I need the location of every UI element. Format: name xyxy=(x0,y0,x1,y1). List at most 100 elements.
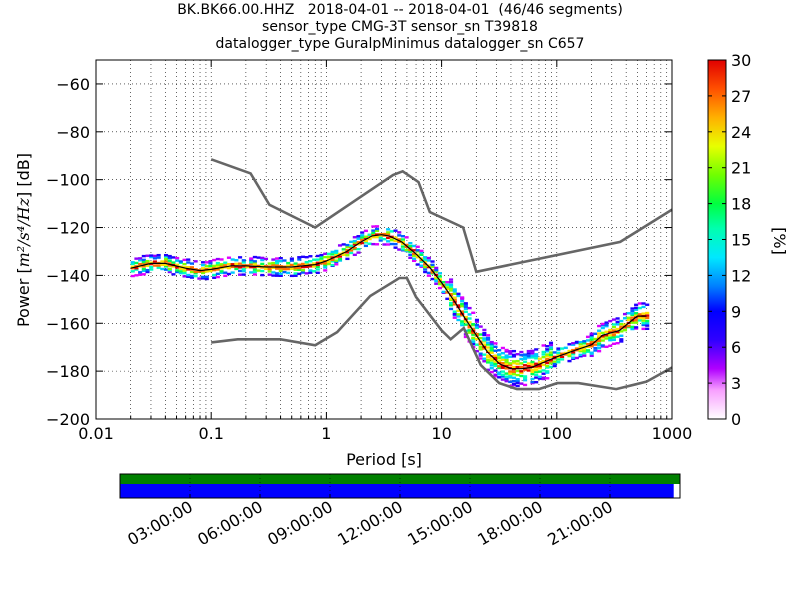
psd-cell xyxy=(326,255,331,258)
x-tick-label: 100 xyxy=(542,424,573,443)
psd-cell xyxy=(293,268,298,272)
psd-cell xyxy=(149,254,154,257)
psd-cell xyxy=(345,254,350,257)
psd-cell xyxy=(426,264,431,267)
psd-cell xyxy=(156,266,161,269)
psd-cell xyxy=(315,265,320,268)
psd-cell xyxy=(486,354,491,357)
psd-cell xyxy=(497,365,502,368)
psd-cell xyxy=(238,269,243,273)
psd-cell xyxy=(267,262,272,265)
psd-cell xyxy=(534,376,539,379)
psd-cell xyxy=(537,375,542,379)
psd-cell xyxy=(404,236,409,239)
psd-cell xyxy=(541,359,546,363)
psd-cell xyxy=(330,263,335,267)
psd-cell xyxy=(515,369,520,373)
psd-cell xyxy=(304,265,309,269)
psd-cell xyxy=(178,267,183,270)
psd-cell xyxy=(293,262,298,265)
psd-cell xyxy=(467,313,472,316)
psd-cell xyxy=(515,378,520,381)
timeline-tick-label: 09:00:00 xyxy=(264,497,336,549)
psd-cell xyxy=(463,323,468,326)
psd-cell xyxy=(130,265,135,268)
psd-cell xyxy=(634,312,639,315)
psd-cell xyxy=(175,259,180,262)
psd-cell xyxy=(423,256,428,259)
psd-cell xyxy=(534,381,539,384)
psd-cell xyxy=(267,267,272,271)
psd-cell xyxy=(482,360,487,363)
psd-cell xyxy=(600,339,605,342)
psd-cell xyxy=(263,257,269,261)
psd-cell xyxy=(449,301,454,305)
timeline-tick-label: 12:00:00 xyxy=(334,497,406,549)
psd-cell xyxy=(282,270,287,274)
x-tick-label: 0.1 xyxy=(198,424,223,443)
psd-cell xyxy=(330,253,335,256)
psd-cell xyxy=(371,225,376,228)
psd-cell xyxy=(182,268,187,271)
psd-cell xyxy=(363,241,368,244)
psd-cell xyxy=(300,265,306,269)
psd-cell xyxy=(352,253,357,257)
x-tick-label: 1000 xyxy=(652,424,693,443)
psd-cell xyxy=(615,320,620,324)
psd-cell xyxy=(315,261,320,265)
psd-cell xyxy=(493,354,498,357)
psd-cell xyxy=(489,367,494,370)
psd-cell xyxy=(478,354,483,357)
psd-cell xyxy=(493,362,498,365)
psd-cell xyxy=(275,259,280,263)
psd-cell xyxy=(152,264,157,267)
psd-cell xyxy=(286,271,291,275)
psd-cell xyxy=(511,353,517,357)
psd-cell xyxy=(486,346,491,349)
psd-cell xyxy=(434,276,439,279)
psd-cell xyxy=(230,271,235,274)
psd-cell xyxy=(500,361,505,365)
psd-cell xyxy=(489,361,494,365)
psd-cell xyxy=(530,370,535,374)
psd-cell xyxy=(334,263,339,266)
nhnm-curve xyxy=(210,158,673,274)
psd-cell xyxy=(504,375,509,378)
psd-cell xyxy=(615,330,620,334)
psd-cell xyxy=(493,349,498,352)
psd-cell xyxy=(182,258,187,262)
psd-cell xyxy=(308,265,313,268)
psd-cell xyxy=(149,255,154,259)
title-line-3: datalogger_type GuralpMinimus datalogger… xyxy=(215,36,585,52)
psd-cell xyxy=(186,266,191,269)
psd-cell xyxy=(452,288,457,291)
psd-cell xyxy=(289,263,294,267)
psd-cell xyxy=(445,286,450,289)
psd-cell xyxy=(430,260,435,263)
psd-cell xyxy=(374,229,380,232)
psd-cell xyxy=(226,266,232,270)
psd-cell xyxy=(271,274,276,277)
psd-cell xyxy=(526,352,531,355)
psd-cell xyxy=(304,255,309,259)
psd-cell xyxy=(508,376,513,379)
y-tick-label: −100 xyxy=(46,171,90,190)
psd-cell xyxy=(160,263,165,267)
psd-cell xyxy=(460,314,465,317)
psd-cell xyxy=(500,370,505,373)
psd-cell xyxy=(478,345,483,349)
nlnm-curve xyxy=(211,276,673,391)
psd-cell xyxy=(138,259,143,262)
psd-cell xyxy=(641,323,646,327)
psd-cell xyxy=(504,379,509,383)
psd-cell xyxy=(504,360,509,364)
psd-cell xyxy=(241,261,246,264)
psd-cell xyxy=(404,248,409,252)
psd-cell xyxy=(530,377,535,381)
psd-cell xyxy=(519,357,524,361)
psd-cell xyxy=(463,305,468,309)
psd-cell xyxy=(345,243,350,247)
colorbar-tick-label: 21 xyxy=(731,159,751,178)
psd-cell xyxy=(534,354,539,358)
psd-cell xyxy=(449,304,454,307)
